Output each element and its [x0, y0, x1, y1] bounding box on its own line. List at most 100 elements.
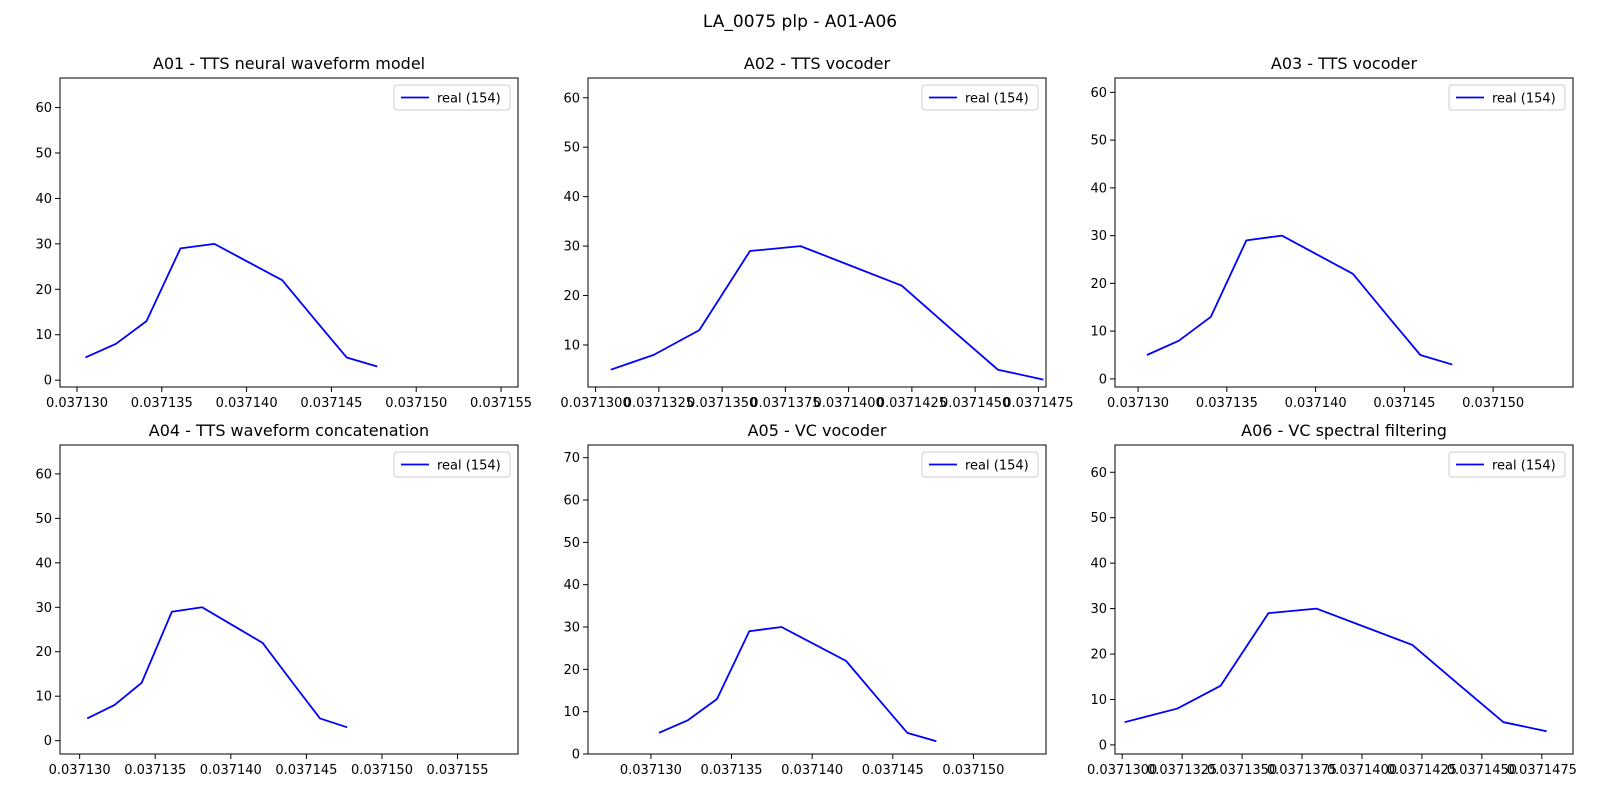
- x-tick-label: 0.0371425: [877, 396, 947, 411]
- y-tick-label: 40: [1090, 181, 1107, 196]
- subplot-2: A02 - TTS vocoder1020304050600.03713000.…: [560, 54, 1073, 411]
- figure-title: LA_0075 plp - A01-A06: [702, 12, 898, 32]
- y-tick-label: 40: [35, 192, 52, 207]
- legend-label: real (154): [965, 459, 1029, 474]
- legend: real (154): [1448, 84, 1566, 111]
- y-tick-label: 20: [35, 283, 52, 298]
- y-tick-label: 0: [44, 374, 52, 389]
- y-tick-label: 30: [1090, 229, 1107, 244]
- x-tick-label: 0.037135: [701, 763, 763, 778]
- y-tick-label: 70: [563, 451, 580, 466]
- x-tick-label: 0.037130: [46, 396, 108, 411]
- legend: real (154): [393, 451, 511, 478]
- subplot-1: A01 - TTS neural waveform model 0 10 20 30 40…: [35, 54, 532, 411]
- y-tick-label: 50: [35, 512, 52, 527]
- legend: real (154): [921, 84, 1039, 111]
- x-tick-label: 0.037135: [124, 763, 186, 778]
- x-tick-label: 0.037140: [781, 763, 843, 778]
- axes-frame: [587, 444, 1047, 755]
- y-tick-label: 40: [563, 578, 580, 593]
- x-tick-label: 0.037145: [300, 396, 362, 411]
- y-tick-label: 0: [44, 734, 52, 749]
- y-tick-label: 60: [1090, 86, 1107, 101]
- x-tick-label: 0.0371450: [940, 396, 1010, 411]
- x-tick-label: 0.0371350: [1207, 763, 1277, 778]
- x-tick-label: 0.037145: [275, 763, 337, 778]
- y-tick-label: 30: [563, 621, 580, 636]
- x-tick-label: 0.0371300: [560, 396, 630, 411]
- x-tick-label: 0.037130: [620, 763, 682, 778]
- legend: real (154): [1448, 451, 1566, 478]
- y-tick-label: 10: [563, 338, 580, 353]
- x-tick-label: 0.037135: [1196, 396, 1258, 411]
- x-tick-label: 0.037145: [862, 763, 924, 778]
- x-tick-label: 0.037150: [1462, 396, 1524, 411]
- x-tick-label: 0.037130: [49, 763, 111, 778]
- legend-box: [393, 451, 511, 478]
- y-tick-label: 20: [563, 289, 580, 304]
- x-tick-label: 0.037150: [942, 763, 1004, 778]
- axes-frame: [59, 77, 519, 388]
- y-tick-label: 60: [35, 467, 52, 482]
- x-tick-label: 0.0371325: [624, 396, 694, 411]
- y-tick-label: 50: [1090, 134, 1107, 149]
- subplot-title: A01 - TTS neural waveform model: [153, 54, 425, 73]
- legend-label: real (154): [965, 92, 1029, 107]
- y-tick-label: 30: [35, 237, 52, 252]
- y-tick-label: 50: [35, 146, 52, 161]
- legend-box: [1448, 451, 1566, 478]
- x-tick-label: 0.037150: [351, 763, 413, 778]
- x-tick-label: 0.0371425: [1387, 763, 1457, 778]
- legend-box: [393, 84, 511, 111]
- legend-label: real (154): [437, 92, 501, 107]
- legend-box: [921, 451, 1039, 478]
- x-tick-label: 0.0371450: [1447, 763, 1517, 778]
- y-tick-label: 60: [1090, 466, 1107, 481]
- subplot-title: A05 - VC vocoder: [748, 421, 887, 440]
- y-tick-label: 10: [1090, 693, 1107, 708]
- legend-box: [1448, 84, 1566, 111]
- x-tick-label: 0.037140: [200, 763, 262, 778]
- subplot-title: A02 - TTS vocoder: [744, 54, 891, 73]
- y-tick-label: 50: [563, 141, 580, 156]
- subplot-title: A03 - TTS vocoder: [1271, 54, 1418, 73]
- y-tick-label: 20: [563, 663, 580, 678]
- subplot-title: A04 - TTS waveform concatenation: [149, 421, 429, 440]
- y-tick-label: 20: [1090, 648, 1107, 663]
- y-tick-label: 30: [1090, 602, 1107, 617]
- legend-label: real (154): [437, 459, 501, 474]
- x-tick-label: 0.037145: [1373, 396, 1435, 411]
- x-tick-label: 0.037135: [131, 396, 193, 411]
- x-tick-label: 0.0371375: [1267, 763, 1337, 778]
- x-tick-label: 0.037140: [216, 396, 278, 411]
- subplot-6: A06 - VC spectral filtering 0 10 20 30 40 50 60…: [1087, 421, 1577, 778]
- y-tick-label: 60: [35, 101, 52, 116]
- y-tick-label: 10: [1090, 325, 1107, 340]
- y-tick-label: 60: [563, 494, 580, 509]
- x-tick-label: 0.037150: [385, 396, 447, 411]
- x-tick-label: 0.0371325: [1147, 763, 1217, 778]
- y-tick-label: 30: [563, 240, 580, 255]
- y-tick-label: 10: [35, 328, 52, 343]
- y-tick-label: 40: [35, 556, 52, 571]
- y-tick-label: 20: [1090, 277, 1107, 292]
- x-tick-label: 0.0371300: [1087, 763, 1157, 778]
- series-line-real: [1124, 607, 1547, 733]
- axes-frame: [587, 77, 1047, 388]
- subplot-5: A05 - VC vocoder 0 10 20 30 40 50 60 70 0.037130 0…: [563, 421, 1047, 778]
- y-tick-label: 10: [563, 705, 580, 720]
- y-tick-label: 50: [1090, 511, 1107, 526]
- legend: real (154): [921, 451, 1039, 478]
- legend-label: real (154): [1492, 459, 1556, 474]
- subplot-3: A03 - TTS vocoder 0 10 20 30 40 50 60 0.037130 0.…: [1090, 54, 1574, 411]
- series-line-real: [658, 626, 937, 743]
- y-tick-label: 0: [1099, 738, 1107, 753]
- axes-frame: [1114, 444, 1574, 755]
- x-tick-label: 0.0371375: [750, 396, 820, 411]
- y-tick-label: 60: [563, 91, 580, 106]
- legend-box: [921, 84, 1039, 111]
- series-line-real: [86, 606, 348, 729]
- legend: real (154): [393, 84, 511, 111]
- subplot-title: A06 - VC spectral filtering: [1241, 421, 1447, 440]
